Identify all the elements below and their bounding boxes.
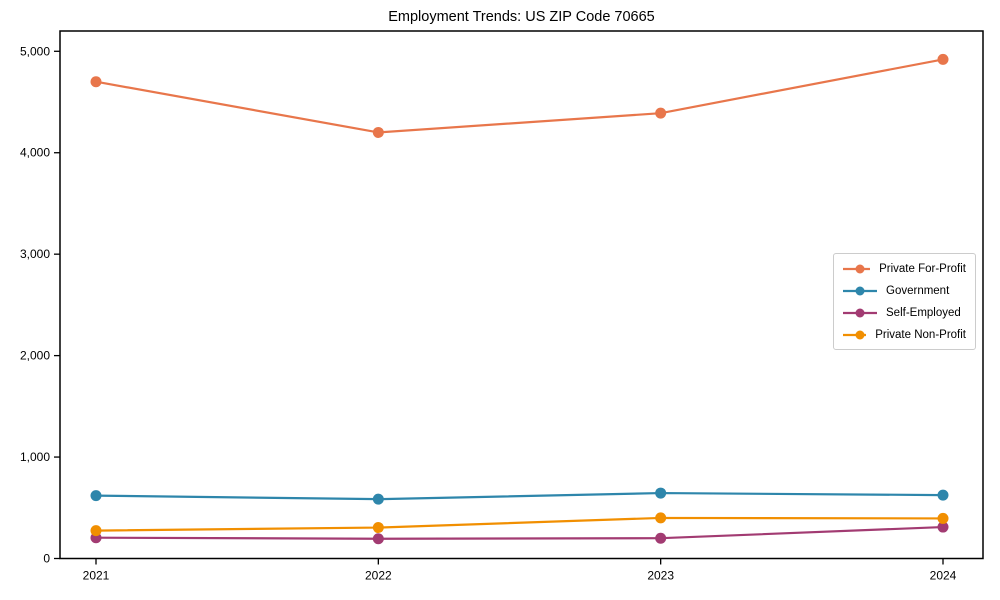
chart-title: Employment Trends: US ZIP Code 70665 xyxy=(388,9,655,25)
legend-entry-self-employed: Self-Employed xyxy=(843,304,966,321)
legend-entry-private-for-profit: Private For-Profit xyxy=(843,260,966,277)
legend-label: Self-Employed xyxy=(886,306,961,319)
legend-dot-icon xyxy=(855,264,865,273)
data-point-private-non-profit xyxy=(90,525,102,537)
data-point-government xyxy=(937,489,949,501)
y-tick-label: 5,000 xyxy=(20,44,50,58)
legend-marker-icon xyxy=(843,286,877,295)
plot-border xyxy=(59,30,984,560)
legend-marker-icon xyxy=(843,264,871,273)
series-line-government xyxy=(95,491,944,501)
data-point-private-for-profit xyxy=(937,53,949,65)
legend-dot-icon xyxy=(855,308,865,317)
chart-legend: Private For-Profit Government Self-Employe… xyxy=(833,253,976,350)
legend-label: Private Non-Profit xyxy=(875,328,966,341)
data-point-private-non-profit xyxy=(937,512,949,524)
x-tick-label: 2021 xyxy=(83,569,110,583)
legend-dot-icon xyxy=(855,286,865,295)
x-tick-label: 2022 xyxy=(365,569,392,583)
legend-label: Government xyxy=(886,284,950,297)
legend-entry-private-non-profit: Private Non-Profit xyxy=(843,326,966,343)
data-point-private-for-profit xyxy=(372,126,384,138)
series-line-self-employed xyxy=(95,525,944,540)
data-point-government xyxy=(655,487,667,499)
y-tick-label: 3,000 xyxy=(20,247,50,261)
legend-label: Private For-Profit xyxy=(879,262,966,275)
series-line-private-for-profit xyxy=(95,58,944,134)
x-tick-label: 2024 xyxy=(930,569,957,583)
legend-dot-icon xyxy=(855,330,865,339)
data-point-government xyxy=(90,490,102,502)
data-point-self-employed xyxy=(937,521,949,533)
y-tick-label: 2,000 xyxy=(20,349,50,363)
y-tick-label: 1,000 xyxy=(20,450,50,464)
x-tick-label: 2023 xyxy=(647,569,674,583)
legend-entry-government: Government xyxy=(843,282,966,299)
legend-marker-icon xyxy=(843,308,877,317)
data-point-private-for-profit xyxy=(90,76,102,88)
y-tick-label: 0 xyxy=(43,552,50,566)
data-point-private-for-profit xyxy=(655,107,667,119)
data-point-self-employed xyxy=(655,532,667,544)
series-line-private-non-profit xyxy=(95,516,944,532)
data-point-private-non-profit xyxy=(372,522,384,534)
y-tick-label: 4,000 xyxy=(20,146,50,160)
legend-marker-icon xyxy=(843,330,867,339)
data-point-government xyxy=(372,493,384,505)
data-point-self-employed xyxy=(372,533,384,545)
data-point-private-non-profit xyxy=(655,512,667,524)
